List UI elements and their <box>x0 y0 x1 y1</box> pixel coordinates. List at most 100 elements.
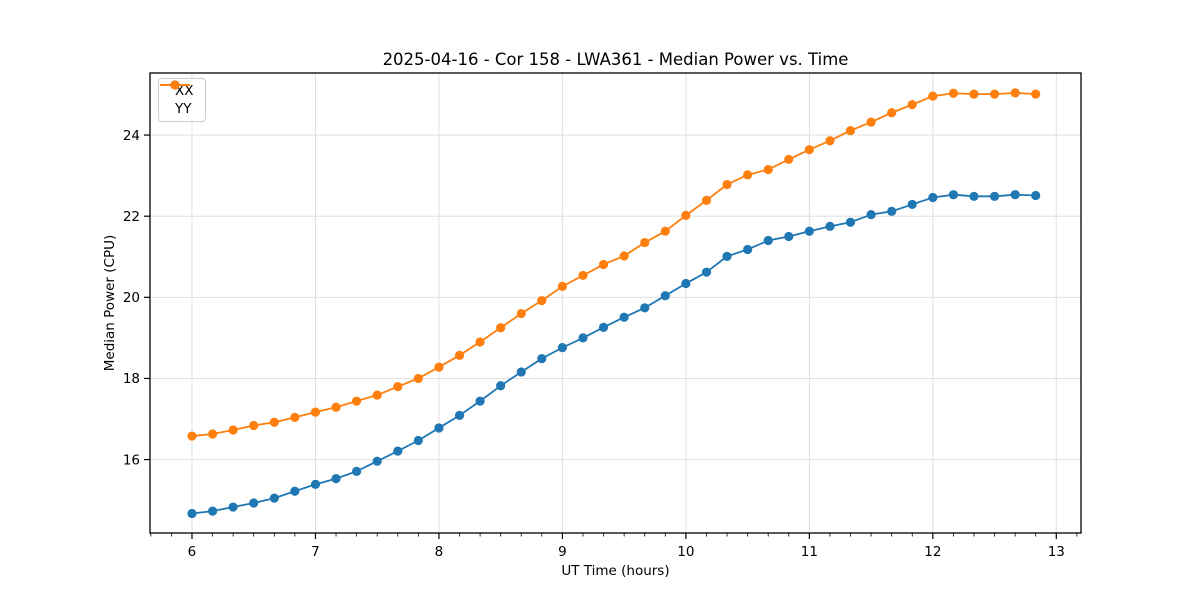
data-point-yy <box>948 88 959 98</box>
data-point-yy <box>989 89 1000 99</box>
data-point-yy <box>804 145 814 155</box>
data-point-yy <box>331 402 341 412</box>
data-point-yy <box>228 425 238 435</box>
data-point-yy <box>743 170 753 180</box>
data-point-yy <box>1010 88 1020 98</box>
data-point-yy <box>928 91 938 101</box>
data-point-xx <box>331 474 341 484</box>
y-tick-label: 20 <box>123 290 140 306</box>
data-point-xx <box>948 190 959 200</box>
data-point-yy <box>619 251 629 261</box>
data-point-xx <box>1031 190 1041 201</box>
data-point-xx <box>434 423 444 433</box>
data-point-xx <box>701 267 712 277</box>
data-point-yy <box>413 373 423 384</box>
data-point-yy <box>393 381 403 392</box>
data-point-yy <box>784 154 794 164</box>
data-point-xx <box>743 244 753 255</box>
axes-spines <box>149 72 1082 534</box>
data-point-xx <box>1010 190 1020 200</box>
data-point-yy <box>640 237 650 248</box>
data-point-yy <box>372 390 382 400</box>
legend-label-xx: XX <box>175 83 194 99</box>
data-point-xx <box>537 353 547 364</box>
data-point-xx <box>907 199 917 210</box>
data-point-xx <box>866 209 876 220</box>
data-point-yy <box>454 350 465 360</box>
data-point-xx <box>475 396 485 406</box>
data-point-xx <box>269 493 279 503</box>
data-point-xx <box>619 312 629 322</box>
data-point-yy <box>681 210 691 220</box>
data-point-yy <box>969 89 979 99</box>
y-tick-label: 18 <box>123 371 140 387</box>
data-point-yy <box>434 362 444 372</box>
data-point-xx <box>722 251 732 261</box>
y-tick-label: 22 <box>123 209 140 225</box>
plot-background <box>150 73 1081 533</box>
y-axis-label: Median Power (CPU) <box>102 234 118 372</box>
data-point-yy <box>763 164 773 175</box>
data-point-yy <box>496 323 506 333</box>
data-point-yy <box>351 396 362 406</box>
data-point-xx <box>228 502 238 512</box>
y-tick-label: 16 <box>123 452 140 468</box>
data-point-xx <box>290 486 300 496</box>
data-point-xx <box>969 191 979 201</box>
data-point-xx <box>187 508 197 519</box>
chart-title: 2025-04-16 - Cor 158 - LWA361 - Median P… <box>382 50 849 69</box>
data-point-yy <box>825 136 835 146</box>
data-point-xx <box>640 303 650 313</box>
data-point-yy <box>557 281 568 291</box>
x-tick-label: 12 <box>924 544 941 560</box>
data-point-yy <box>701 195 712 205</box>
data-point-yy <box>290 412 300 422</box>
data-point-xx <box>249 498 259 508</box>
data-point-xx <box>454 410 465 420</box>
data-point-yy <box>660 226 670 236</box>
legend-item-yy: YY <box>160 80 194 117</box>
x-tick-label: 11 <box>801 544 818 560</box>
data-point-yy <box>269 417 279 427</box>
data-point-xx <box>351 466 362 476</box>
data-point-xx <box>393 446 403 456</box>
data-point-xx <box>660 291 670 301</box>
data-point-xx <box>845 217 856 227</box>
y-tick-label: 24 <box>123 128 140 144</box>
x-tick-label: 9 <box>558 544 567 560</box>
legend: XX YY <box>158 78 206 122</box>
data-point-yy <box>1031 89 1041 99</box>
data-point-xx <box>763 235 773 246</box>
data-point-yy <box>887 108 897 118</box>
data-point-yy <box>866 117 876 127</box>
x-tick-label: 13 <box>1048 544 1065 560</box>
data-point-xx <box>989 191 1000 201</box>
legend-marker-yy-icon <box>160 80 190 90</box>
data-point-xx <box>578 333 588 343</box>
data-point-yy <box>208 429 218 439</box>
data-point-yy <box>249 420 259 431</box>
data-point-xx <box>372 456 382 466</box>
data-point-yy <box>598 259 609 270</box>
data-point-yy <box>845 126 856 136</box>
data-point-xx <box>784 231 794 242</box>
data-point-xx <box>516 367 526 377</box>
data-point-xx <box>681 278 691 289</box>
data-point-yy <box>907 100 917 110</box>
data-point-yy <box>310 407 321 417</box>
data-point-xx <box>825 221 835 231</box>
data-point-yy <box>187 431 197 441</box>
data-point-xx <box>598 322 609 332</box>
data-point-xx <box>496 381 506 391</box>
x-tick-label: 6 <box>188 544 197 560</box>
data-point-xx <box>557 343 568 353</box>
x-axis-label: UT Time (hours) <box>561 563 670 579</box>
data-point-xx <box>413 435 423 446</box>
legend-label-yy: YY <box>175 101 192 117</box>
data-point-xx <box>310 479 321 489</box>
data-point-xx <box>887 206 897 216</box>
data-point-xx <box>804 226 814 236</box>
data-point-xx <box>928 192 938 203</box>
